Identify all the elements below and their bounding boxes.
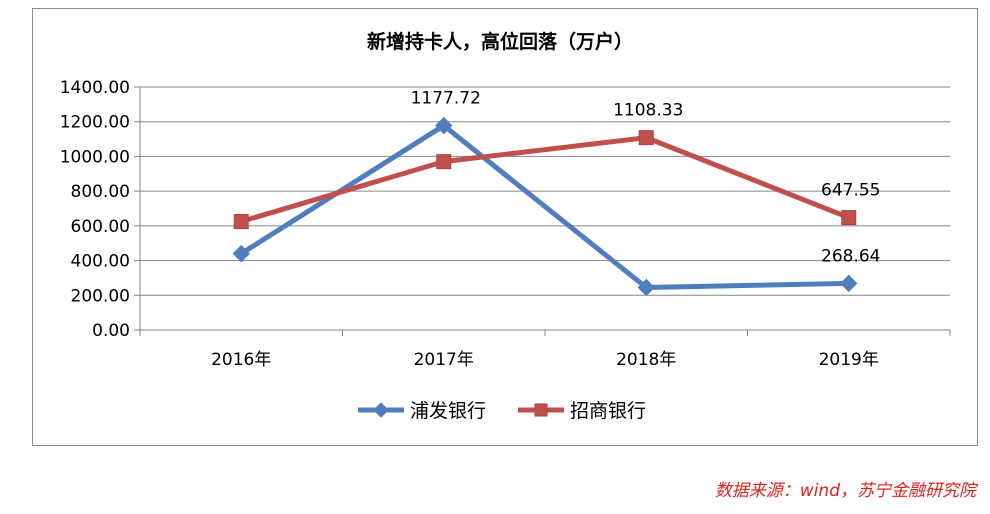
data-label: 1108.33 — [613, 101, 683, 121]
series-line-1 — [238, 135, 852, 225]
data-point — [233, 214, 249, 230]
y-tick-label: 200.00 — [71, 286, 130, 306]
legend-label: 浦发银行 — [410, 400, 486, 422]
legend: 浦发银行 招商银行 — [358, 400, 646, 422]
data-label: 647.55 — [821, 181, 880, 201]
data-point — [638, 130, 654, 146]
data-point — [841, 210, 857, 226]
y-tick-label: 0.00 — [92, 321, 130, 341]
x-tick-label: 2016年 — [211, 350, 271, 370]
data-point — [436, 154, 452, 170]
data-point — [840, 274, 858, 293]
data-point — [232, 244, 250, 263]
data-point — [435, 116, 453, 135]
data-labels: 1177.72 268.64 1108.33 647.55 — [411, 89, 881, 267]
x-tick-label: 2018年 — [616, 350, 676, 370]
x-tick-label: 2017年 — [414, 350, 474, 370]
x-tick-label: 2019年 — [819, 350, 879, 370]
y-tick-label: 1400.00 — [60, 78, 130, 98]
gridlines — [140, 86, 950, 296]
data-label: 1177.72 — [411, 89, 481, 109]
y-tick-label: 600.00 — [71, 217, 130, 237]
series — [232, 116, 858, 297]
data-point — [373, 402, 389, 418]
data-label: 268.64 — [821, 246, 880, 266]
legend-item: 招商银行 — [518, 400, 646, 422]
legend-label: 招商银行 — [570, 400, 646, 422]
y-tick-label: 1000.00 — [60, 147, 130, 167]
data-point — [637, 278, 655, 297]
y-tick-label: 800.00 — [71, 182, 130, 202]
source-note: 数据来源：wind，苏宁金融研究院 — [714, 481, 976, 501]
chart-frame — [32, 8, 978, 446]
y-tick-label: 400.00 — [71, 252, 130, 272]
y-tick-label: 1200.00 — [60, 113, 130, 133]
legend-item: 浦发银行 — [358, 400, 486, 422]
axes: 0.00 200.00 400.00 600.00 800.00 1000.00 1200.… — [60, 78, 951, 370]
chart-title: 新增持卡人，高位回落（万户） — [367, 30, 633, 53]
data-point — [534, 403, 548, 417]
